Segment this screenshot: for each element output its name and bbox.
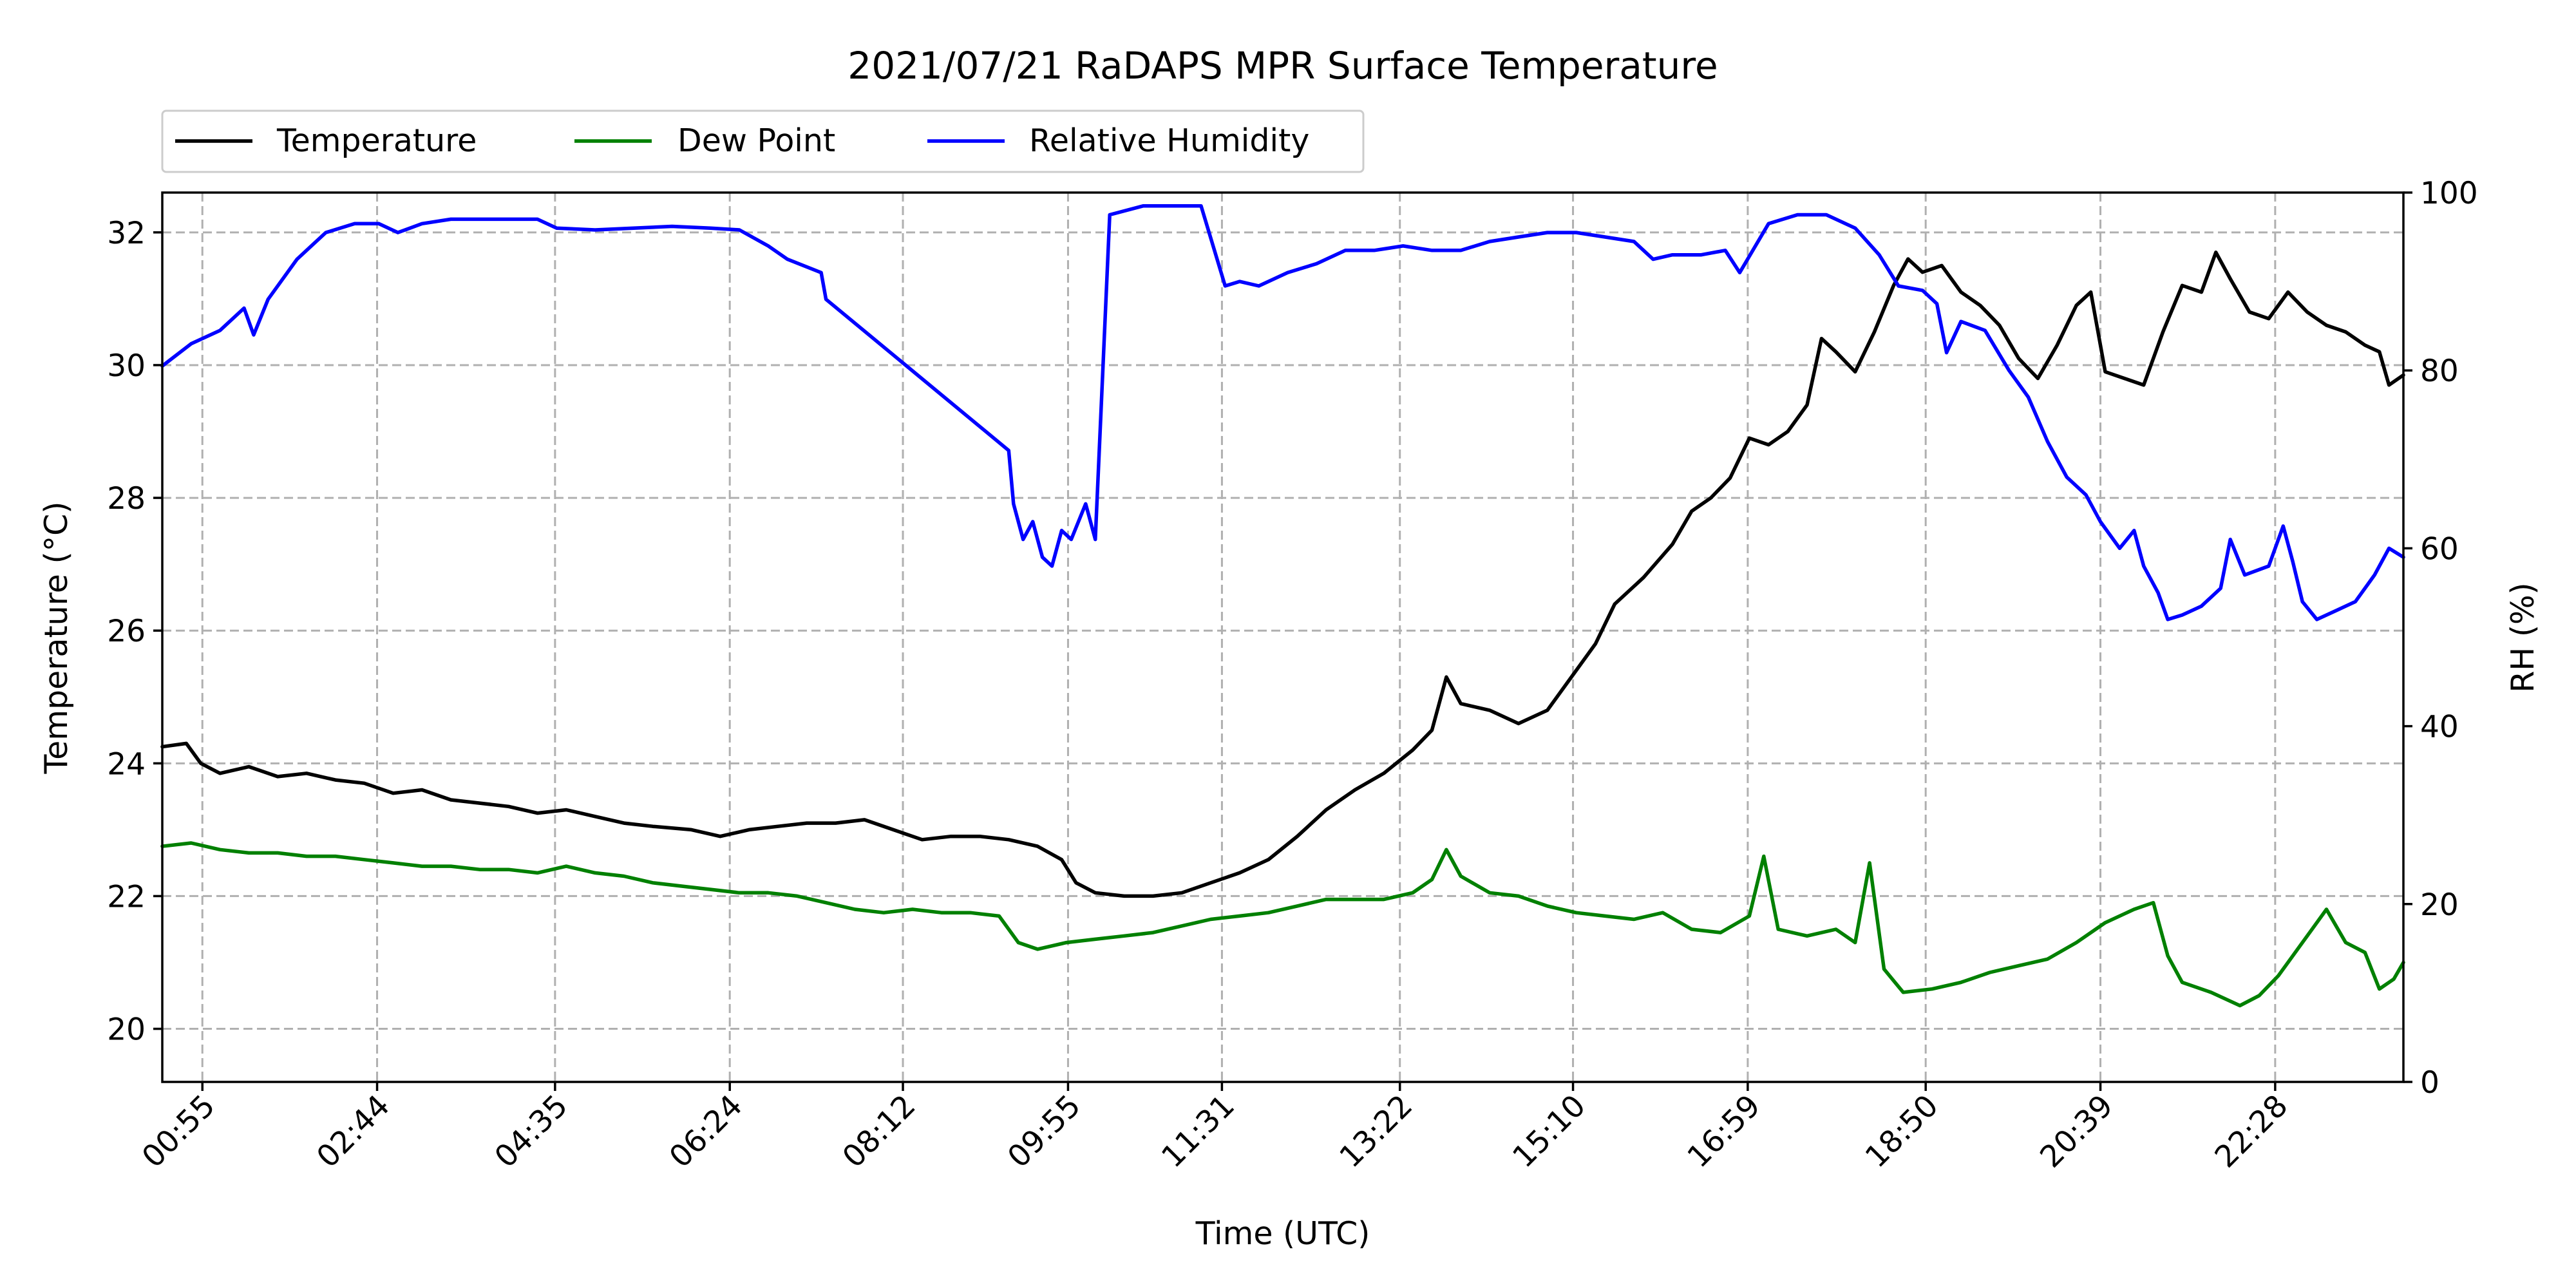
series-line-relative-humidity bbox=[160, 204, 2405, 621]
x-tick-label: 08:12 bbox=[836, 1088, 923, 1175]
series-layer bbox=[160, 204, 2405, 1008]
series-line-temperature bbox=[160, 251, 2405, 898]
x-tick-label: 15:10 bbox=[1506, 1088, 1593, 1175]
y-axis-right: 0 20 40 60 80 100 bbox=[2403, 176, 2478, 1101]
y-tick-label-left: 26 bbox=[107, 614, 146, 649]
y-tick-label-right: 0 bbox=[2420, 1065, 2439, 1101]
x-tick-label: 09:55 bbox=[1001, 1088, 1088, 1175]
legend-frame bbox=[161, 109, 1365, 173]
x-axis: 00:55 02:44 04:35 06:24 08:12 09:55 11:31 13:22… bbox=[135, 1082, 2295, 1175]
y-tick-label-right: 40 bbox=[2420, 710, 2459, 745]
series-line-dew-point bbox=[160, 841, 2405, 1008]
y-axis-left: 20 22 24 26 28 30 32 bbox=[107, 216, 162, 1048]
chart-title: 2021/07/21 RaDAPS MPR Surface Temperatur… bbox=[848, 44, 1718, 88]
y-tick-label-left: 32 bbox=[107, 216, 146, 251]
y-tick-label-right: 20 bbox=[2420, 887, 2459, 923]
y-axis-right-title: RH (%) bbox=[2505, 582, 2541, 692]
y-tick-label-left: 28 bbox=[107, 481, 146, 516]
legend-label-temperature: Temperature bbox=[276, 122, 477, 159]
x-tick-label: 04:35 bbox=[488, 1088, 575, 1175]
legend-label-relative-humidity: Relative Humidity bbox=[1029, 122, 1309, 159]
y-tick-label-right: 60 bbox=[2420, 531, 2459, 567]
y-tick-label-left: 20 bbox=[107, 1012, 146, 1048]
y-tick-label-left: 24 bbox=[107, 746, 146, 782]
x-tick-label: 16:59 bbox=[1681, 1088, 1768, 1175]
legend-label-dew-point: Dew Point bbox=[677, 122, 835, 159]
x-tick-label: 02:44 bbox=[310, 1088, 397, 1175]
x-tick-label: 18:50 bbox=[1859, 1088, 1946, 1175]
x-tick-label: 06:24 bbox=[663, 1088, 750, 1175]
x-tick-label: 20:39 bbox=[2033, 1088, 2120, 1175]
y-tick-label-right: 100 bbox=[2420, 176, 2478, 211]
y-tick-label-right: 80 bbox=[2420, 354, 2459, 389]
plot-frame bbox=[161, 191, 2405, 1083]
grid bbox=[162, 193, 2403, 1082]
y-axis-left-title: Temperature (°C) bbox=[38, 502, 75, 775]
x-tick-label: 11:31 bbox=[1155, 1088, 1242, 1175]
x-tick-label: 22:28 bbox=[2208, 1088, 2295, 1175]
y-tick-label-left: 30 bbox=[107, 348, 146, 384]
legend: Temperature Dew Point Relative Humidity bbox=[161, 109, 1365, 173]
x-tick-label: 00:55 bbox=[135, 1088, 222, 1175]
y-tick-label-left: 22 bbox=[107, 879, 146, 914]
x-axis-title: Time (UTC) bbox=[1195, 1215, 1370, 1252]
x-tick-label: 13:22 bbox=[1333, 1088, 1420, 1175]
